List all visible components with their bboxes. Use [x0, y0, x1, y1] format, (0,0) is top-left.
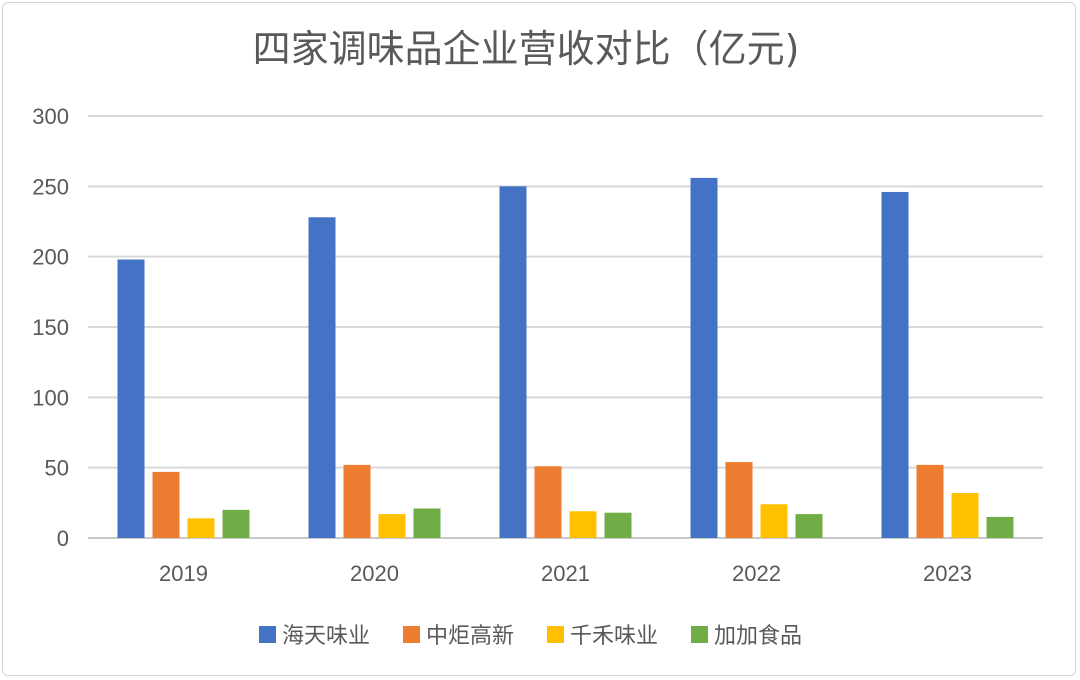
bar	[795, 514, 823, 538]
bar	[569, 511, 597, 538]
bar	[343, 464, 371, 538]
bar	[308, 217, 336, 538]
x-tick-label: 2023	[923, 561, 972, 586]
bar	[951, 492, 979, 538]
bar	[986, 516, 1014, 538]
chart-title: 四家调味品企业营收对比（亿元)	[253, 27, 800, 71]
legend: 海天味业 中炬高新 千禾味业 加加食品	[259, 624, 802, 649]
bars	[117, 177, 1014, 539]
legend-label: 千禾味业	[570, 624, 658, 649]
bar	[187, 518, 215, 538]
bar	[413, 508, 441, 538]
bar	[152, 471, 180, 538]
bar	[604, 512, 632, 538]
x-tick-label: 2021	[541, 561, 590, 586]
y-tick-label: 300	[32, 104, 69, 129]
bar	[499, 186, 527, 539]
legend-swatch	[547, 626, 564, 643]
y-tick-label: 200	[32, 245, 69, 270]
bar	[881, 191, 909, 538]
y-tick-label: 250	[32, 174, 69, 199]
legend-label: 中炬高新	[426, 624, 514, 649]
x-axis-ticks: 2019 2020 2021 2022 2023	[159, 561, 972, 586]
bar	[534, 466, 562, 538]
y-tick-label: 100	[32, 385, 69, 410]
x-tick-label: 2022	[732, 561, 781, 586]
legend-label: 加加食品	[714, 624, 802, 649]
y-tick-label: 50	[45, 456, 69, 481]
x-tick-label: 2020	[350, 561, 399, 586]
x-tick-label: 2019	[159, 561, 208, 586]
legend-swatch	[259, 626, 276, 643]
bar	[117, 259, 145, 538]
legend-label: 海天味业	[282, 624, 370, 649]
y-axis-ticks: 0 50 100 150 200 250 300	[32, 104, 69, 551]
bar	[916, 464, 944, 538]
bar	[222, 509, 250, 538]
y-tick-label: 0	[57, 526, 69, 551]
legend-swatch	[691, 626, 708, 643]
bar	[725, 462, 753, 538]
bar	[378, 514, 406, 538]
y-tick-label: 150	[32, 315, 69, 340]
bar	[690, 177, 718, 539]
legend-swatch	[403, 626, 420, 643]
bar	[760, 504, 788, 538]
